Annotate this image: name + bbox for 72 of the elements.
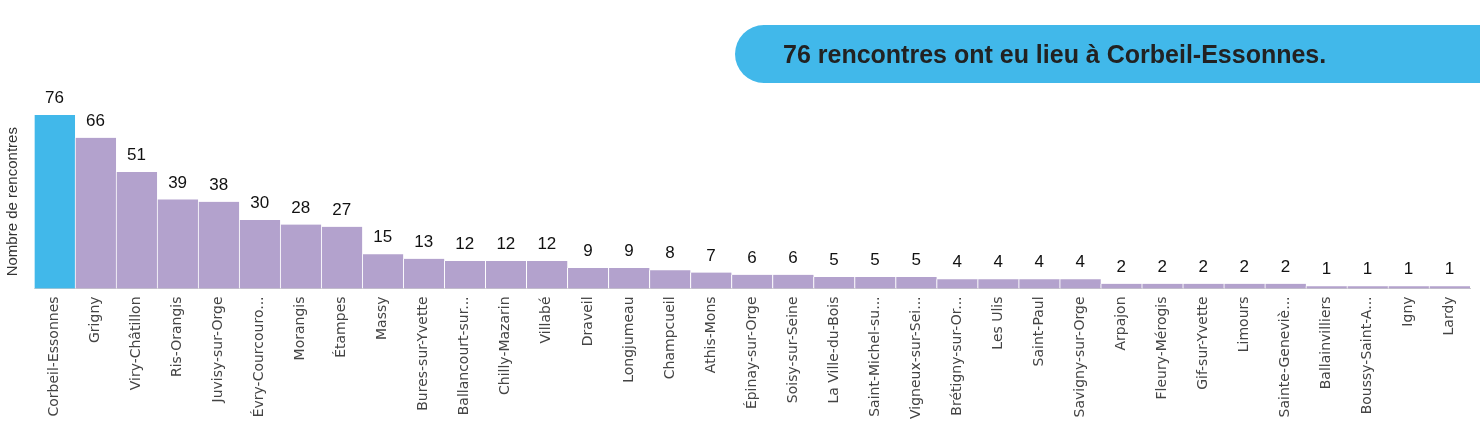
x-tick-label: Limours: [1234, 296, 1251, 353]
data-label: 2: [1198, 257, 1209, 277]
data-label: 1: [1321, 259, 1332, 279]
data-label: 1: [1444, 259, 1455, 279]
data-label: 66: [86, 111, 105, 131]
x-tick-label: Grigny: [86, 296, 103, 343]
data-label: 76: [45, 88, 64, 108]
x-tick-label: Étampes: [332, 296, 349, 358]
x-tick-label: Champcueil: [660, 296, 677, 380]
x-tick-label: Boussy-Saint-A...: [1358, 296, 1375, 415]
data-label: 39: [168, 172, 188, 192]
data-label: 2: [1280, 257, 1291, 277]
data-label: 2: [1116, 257, 1126, 277]
data-label: 4: [1075, 252, 1085, 272]
x-tick-label: Épinay-sur-Orge: [742, 296, 759, 410]
data-label: 7: [706, 245, 716, 265]
data-label: 28: [291, 197, 311, 217]
data-label: 12: [537, 234, 557, 254]
x-tick-label: Draveil: [578, 296, 595, 347]
data-label: 8: [665, 243, 675, 263]
x-tick-label: Les Ulis: [988, 296, 1005, 350]
data-label: 6: [747, 247, 757, 267]
data-label: 4: [993, 252, 1003, 272]
data-label: 30: [250, 193, 270, 213]
data-label: 4: [952, 252, 962, 272]
x-tick-label: Fleury-Mérogis: [1152, 296, 1169, 400]
x-tick-label: Sainte-Geneviè...: [1276, 296, 1293, 418]
x-tick-label: Juvisy-sur-Orge: [209, 296, 226, 404]
x-tick-label: Évry-Courcouro...: [250, 296, 267, 418]
x-tick-label: Ris-Orangis: [168, 296, 185, 378]
x-tick-label: Brétigny-sur-Or...: [947, 296, 964, 416]
x-tick-label: Viry-Châtillon: [127, 296, 144, 391]
x-tick-label: Athis-Mons: [701, 296, 718, 374]
data-label: 1: [1362, 259, 1373, 279]
data-label: 5: [911, 250, 921, 270]
x-tick-label: Massy: [373, 296, 390, 340]
x-tick-label: Igny: [1399, 296, 1416, 327]
data-label: 2: [1239, 257, 1250, 277]
data-label: 15: [373, 227, 393, 247]
data-label: 6: [788, 247, 798, 267]
data-label: 5: [829, 250, 839, 270]
x-tick-label: Bures-sur-Yvette: [414, 296, 431, 411]
x-tick-label: Villabé: [537, 296, 554, 344]
x-tick-label: Lardy: [1440, 296, 1457, 336]
data-label: 12: [496, 234, 516, 254]
x-tick-label: Morangis: [291, 296, 308, 361]
x-tick-label: Vigneux-sur-Sei...: [906, 296, 923, 419]
data-label: 9: [624, 241, 634, 261]
x-tick-label: Ballancourt-sur...: [455, 296, 472, 416]
data-label: 4: [1034, 252, 1044, 272]
data-label: 13: [414, 231, 434, 251]
text: 76 rencontres ont eu lieu à Corbeil-Essonnes.: [735, 25, 1480, 83]
data-label: 1: [1403, 259, 1414, 279]
x-tick-label: Savigny-sur-Orge: [1070, 296, 1087, 418]
x-tick-label: Longjumeau: [619, 296, 636, 383]
x-tick-label: Arpajon: [1111, 296, 1128, 351]
x-tick-label: Corbeil-Essonnes: [45, 296, 62, 417]
x-tick-label: Saint-Michel-su...: [865, 296, 882, 417]
data-label: 51: [127, 145, 147, 165]
data-label: 2: [1157, 257, 1168, 277]
x-tick-label: Chilly-Mazarin: [496, 296, 513, 395]
x-tick-label: Gif-sur-Yvette: [1193, 296, 1210, 390]
y-axis-title: Nombre de rencontres: [3, 127, 21, 277]
data-label: 38: [209, 174, 229, 194]
x-tick-label: Ballainvilliers: [1317, 296, 1334, 390]
x-tick-label: La Ville-du-Bois: [824, 296, 841, 404]
x-tick-label: Soisy-sur-Seine: [783, 296, 800, 404]
data-label: 9: [583, 241, 593, 261]
x-tick-label: Saint-Paul: [1029, 296, 1046, 367]
data-label: 5: [870, 250, 880, 270]
data-label: 12: [455, 234, 475, 254]
data-label: 27: [332, 200, 352, 220]
